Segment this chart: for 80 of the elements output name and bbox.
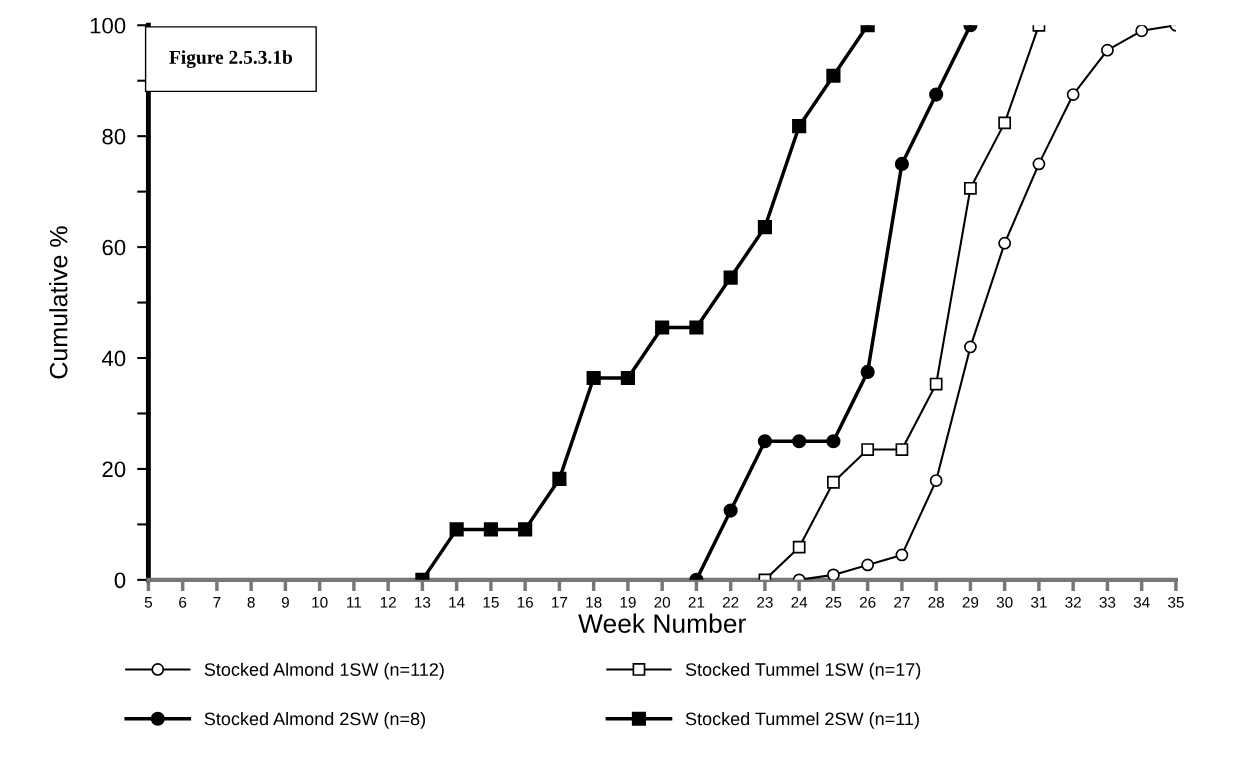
legend-label: Stocked Almond 2SW (n=8)	[204, 712, 425, 729]
point	[449, 522, 464, 537]
point	[861, 558, 875, 572]
x-tick-label: 23	[757, 596, 773, 608]
y-tick-label: 40	[101, 350, 126, 367]
x-tick-label: 31	[1031, 596, 1047, 608]
point	[483, 522, 498, 537]
x-tick-label: 18	[586, 596, 602, 608]
point	[964, 340, 977, 354]
legend-label: Stocked Tummel 1SW (n=17)	[685, 662, 921, 680]
x-tick-label: 22	[722, 596, 739, 608]
point	[929, 87, 944, 102]
point	[929, 377, 943, 391]
x-tick-label: 29	[962, 596, 979, 608]
x-tick-label: 26	[859, 596, 876, 608]
y-tick-label: 60	[102, 239, 126, 256]
x-tick-label: 27	[894, 596, 910, 608]
point	[826, 434, 841, 449]
x-tick-label: 32	[1065, 596, 1081, 608]
point	[929, 474, 943, 487]
x-tick-label: 16	[517, 596, 533, 608]
point	[620, 370, 635, 386]
x-tick-label: 13	[415, 596, 431, 608]
point	[757, 220, 772, 235]
point	[792, 434, 807, 449]
y-tick-label: 0	[114, 572, 126, 589]
point	[792, 119, 807, 134]
y-tick-label: 20	[102, 461, 126, 478]
y-tick-label: 100	[90, 17, 126, 34]
point	[689, 320, 704, 335]
point	[964, 181, 977, 195]
x-axis-title: Week Number	[578, 613, 746, 633]
point	[894, 156, 909, 171]
annotation: Figure 2.5.3.1b	[169, 50, 293, 68]
point	[586, 370, 601, 386]
x-tick-label: 12	[380, 596, 396, 608]
x-tick-label: 6	[179, 596, 187, 608]
legend-label: Stocked Tummel 2SW (n=11)	[685, 712, 919, 729]
point	[860, 364, 875, 379]
x-tick-label: 34	[1133, 596, 1150, 608]
x-tick-label: 9	[281, 596, 289, 608]
point	[998, 236, 1012, 250]
y-tick-label: 80	[102, 128, 126, 145]
point	[827, 568, 840, 580]
point	[861, 443, 875, 456]
x-tick-label: 14	[449, 597, 465, 608]
point	[757, 434, 772, 449]
x-tick-label: 24	[791, 596, 808, 608]
point	[723, 503, 738, 518]
x-tick-label: 17	[552, 597, 568, 608]
x-tick-label: 19	[620, 596, 636, 608]
x-tick-label: 35	[1168, 596, 1184, 608]
point	[723, 270, 738, 285]
x-tick-label: 10	[312, 596, 328, 608]
x-tick-label: 33	[1099, 596, 1116, 608]
point	[895, 443, 909, 456]
point	[1101, 43, 1114, 57]
point	[1066, 88, 1080, 101]
point	[998, 116, 1012, 130]
x-tick-label: 5	[144, 597, 152, 608]
x-tick-label: 21	[688, 596, 705, 608]
point	[1135, 25, 1149, 38]
point	[518, 522, 533, 537]
point	[792, 540, 806, 554]
legend-label: Stocked Almond 1SW (n=112)	[204, 662, 444, 680]
point	[827, 475, 840, 489]
point	[826, 68, 841, 83]
point	[1032, 157, 1046, 171]
x-tick-label: 28	[928, 596, 944, 608]
x-tick-label: 7	[213, 597, 221, 608]
x-tick-label: 11	[347, 597, 362, 608]
point	[895, 548, 909, 562]
point	[655, 320, 670, 335]
y-axis-title: Cumulative %	[49, 226, 68, 379]
x-tick-label: 15	[483, 597, 499, 608]
x-tick-label: 8	[247, 596, 255, 608]
x-tick-label: 25	[825, 596, 842, 608]
x-tick-label: 20	[654, 596, 671, 608]
point	[552, 471, 567, 487]
x-tick-label: 30	[996, 596, 1013, 608]
